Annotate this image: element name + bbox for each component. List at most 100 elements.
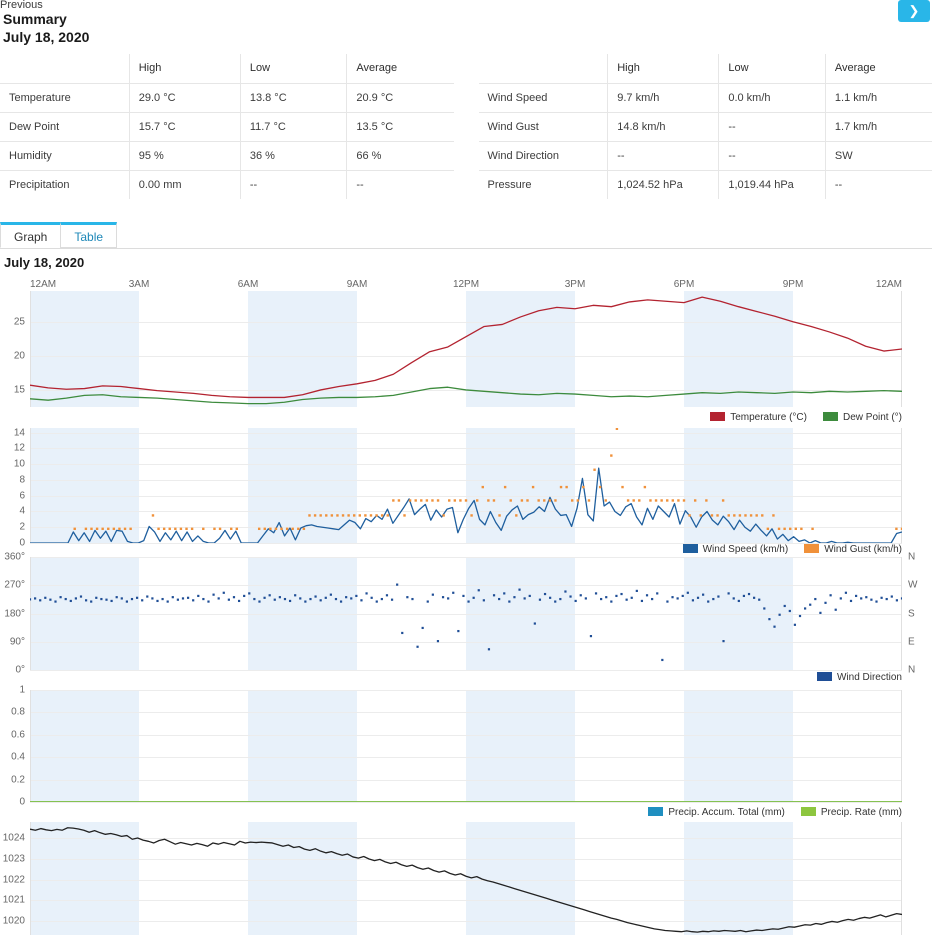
temperature-chart: 15 20 25 [0,291,932,407]
chart-series [30,428,902,543]
table-row-header: Humidity [0,140,130,171]
x-axis-tick: 12AM [30,279,57,290]
table-col-header: High [128,54,241,84]
y-axis-label: N [908,551,916,563]
table-cell: 0.00 mm [128,169,241,199]
table-cell: 0.0 km/h [718,82,826,113]
page-date: July 18, 2020 [3,29,90,45]
legend-label: Temperature (°C) [730,412,807,423]
summary-table-wind-pressure: High Low Average Wind Speed 9.7 km/h 0.0 km/… [478,54,932,199]
plot-area: 0 0.2 0.4 0.6 0.8 1 [11,685,902,808]
chart-gridline [30,757,902,759]
wind-chart-legend-item: Wind Gust (km/h) [804,544,902,555]
y-axis-label: 20 [13,350,25,362]
y-axis-label: 0.2 [11,774,25,786]
chart-bands [30,428,902,543]
next-button[interactable]: ❯ [898,0,930,22]
previous-link[interactable]: Previous [0,0,43,11]
chart-grid [30,690,902,803]
tab-graph[interactable]: Graph [0,222,62,248]
chart-gridline [30,802,902,803]
table-body: Wind Speed 9.7 km/h 0.0 km/h 1.1 km/h Wind G… [478,82,932,199]
table-cell: 13.5 °C [346,111,454,142]
page-title: Summary [3,11,67,27]
pressure-chart: 1020 1021 1022 1023 1024 [0,822,932,935]
y-axis-label: 360° [4,551,25,563]
y-axis-label: 1020 [2,915,25,927]
chart-band [248,690,357,802]
legend-swatch-icon [648,807,664,816]
table-cell: -- [718,111,826,142]
y-axis-label: 90° [9,636,25,648]
chart-gridline [30,879,902,881]
chart-band [466,690,575,802]
y-axis-label: E [908,636,915,648]
table-col-header: Average [346,54,454,84]
y-axis-label: 0.8 [11,706,25,718]
table-col-header: Low [718,54,826,84]
table-row: Pressure 1,024.52 hPa 1,019.44 hPa -- [478,169,932,199]
table-cell: 36 % [239,140,348,171]
chart-gridline [30,838,902,840]
chart-band [466,291,575,407]
chart-gridline [30,557,902,558]
chart-gridline [30,734,902,736]
legend-swatch-icon [710,412,726,421]
chart-series [30,822,902,935]
table-row-header: Dew Point [0,111,130,142]
chart-gridline [30,479,902,481]
y-axis-label: 270° [4,579,25,591]
chart-band [684,428,793,543]
summary-table-conditions: High Low Average Temperature 29.0 °C 13.8 °C… [0,54,454,199]
table-cell: 15.7 °C [128,111,241,142]
chart-gridline [30,900,902,902]
chart-gridline [30,355,902,357]
precipitation-chart-legend-item: Precip. Rate (mm) [800,807,902,818]
table-cell: 1,024.52 hPa [607,169,720,199]
table-row: Temperature 29.0 °C 13.8 °C 20.9 °C [0,82,454,113]
chart-bands [30,291,902,407]
summary-tables: High Low Average Temperature 29.0 °C 13.8 °C… [0,54,932,199]
tab-table[interactable]: Table [60,222,118,248]
temperature-chart-legend-item: Dew Point (°) [822,412,902,423]
y-axis-label: 0 [19,537,25,549]
table-row-header: Pressure [478,169,609,199]
chart-gridline [30,641,902,643]
table-row-header: Precipitation [0,169,130,199]
plot-left-border [30,690,31,802]
view-tabs: Graph Table [0,222,932,249]
wind-direction-chart-legend: Wind Direction [801,672,902,683]
y-axis-label: 25 [13,316,25,328]
plot-left-border [30,291,31,407]
x-axis-tick: 6AM [237,279,259,290]
chart-band [684,690,793,802]
wind-direction-chart-legend-item: Wind Direction [816,672,902,683]
table-cell: -- [346,169,454,199]
table-row: Wind Speed 9.7 km/h 0.0 km/h 1.1 km/h [478,82,932,113]
table-cell: 29.0 °C [128,82,241,113]
plot-area: 0 2 4 6 8 10 12 14 [14,427,902,549]
plot-left-border [30,557,31,670]
plot-right-border [901,690,902,802]
y-axis-label: 14 [13,427,25,439]
table-cell: SW [824,140,932,171]
chart-gridline [30,670,902,671]
chevron-right-icon: ❯ [908,3,920,18]
chart-band [30,822,139,935]
chart-gridline [30,464,902,466]
chart-grid [30,822,902,935]
y-axis-label: N [908,664,916,676]
plot-area: 1020 1021 1022 1023 1024 [3,822,902,935]
y-axis-label: 10 [13,458,25,470]
chart-gridline [30,543,902,544]
table-cell: 11.7 °C [239,111,348,142]
y-axis-label: 8 [19,474,25,486]
table-row: Humidity 95 % 36 % 66 % [0,140,454,171]
table-row-header: Wind Direction [478,140,609,171]
chart-band [684,822,793,935]
table-cell: 20.9 °C [346,82,454,113]
table-cell: 1.1 km/h [824,82,932,113]
y-axis-label: 0.4 [11,751,25,763]
chart-grid [30,557,902,671]
